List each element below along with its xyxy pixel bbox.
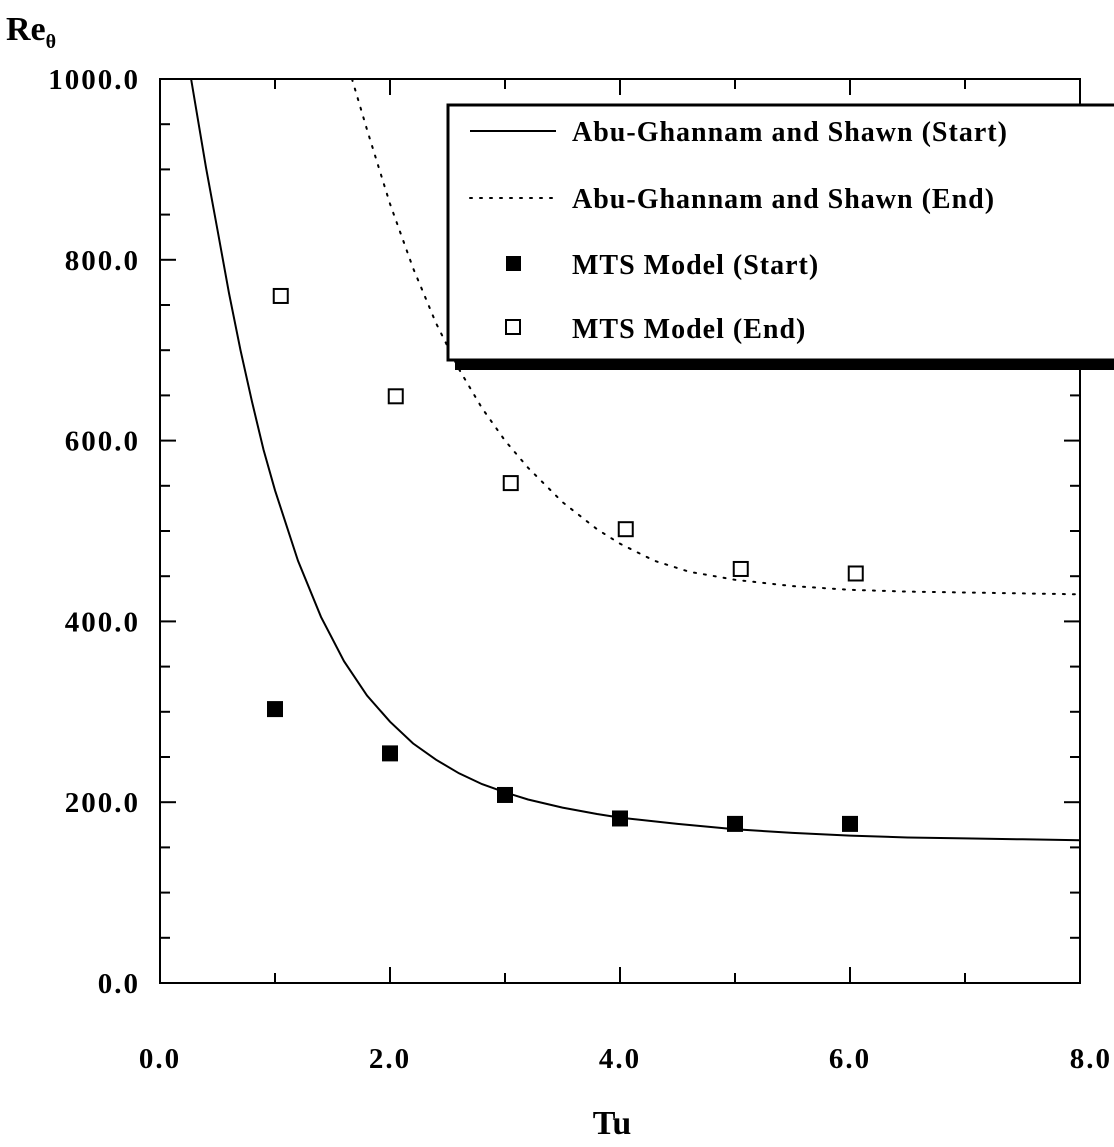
y-tick-label: 400.0 <box>65 606 140 638</box>
mts-start-point <box>727 815 743 832</box>
legend: Abu-Ghannam and Shawn (Start) Abu-Ghanna… <box>446 103 1114 370</box>
legend-label-start-line: Abu-Ghannam and Shawn (Start) <box>572 117 1008 148</box>
y-tick-label: 0.0 <box>98 968 140 1000</box>
mts-end-point <box>732 560 749 577</box>
mts-start-point <box>497 786 513 803</box>
y-axis-title-sub: θ <box>46 31 56 53</box>
x-tick-label: 4.0 <box>599 1043 641 1075</box>
x-axis-title: Tu <box>593 1105 631 1142</box>
mts-end-point <box>387 388 404 405</box>
mts-end-point <box>272 287 289 304</box>
mts-start-point <box>612 810 628 827</box>
legend-box <box>446 103 1114 362</box>
legend-swatch-open-square <box>505 319 521 335</box>
y-axis-title-main: Re <box>6 11 46 48</box>
mts-end-point <box>617 521 634 538</box>
mts-start-point <box>842 815 858 832</box>
x-tick-label: 0.0 <box>139 1043 181 1075</box>
x-tick-label: 2.0 <box>369 1043 411 1075</box>
plot-area <box>190 78 1081 842</box>
tick-labels: 0.0 200.0 400.0 600.0 800.0 1000.0 0.0 2.0 4.0 6.… <box>48 64 1112 1075</box>
mts-end-point <box>847 565 864 582</box>
y-tick-label: 1000.0 <box>48 64 140 96</box>
legend-swatch-filled-square <box>506 256 521 271</box>
mts-end-point <box>502 475 519 492</box>
legend-label-start-model: MTS Model (Start) <box>572 250 819 281</box>
series-line-start <box>190 78 1081 842</box>
mts-start-point <box>267 701 283 718</box>
y-axis-title: Reθ <box>6 11 56 53</box>
legend-label-end-line: Abu-Ghannam and Shawn (End) <box>572 184 995 215</box>
x-tick-label: 8.0 <box>1070 1043 1112 1075</box>
y-tick-label: 600.0 <box>65 426 140 458</box>
x-tick-label: 6.0 <box>829 1043 871 1075</box>
markers <box>267 287 864 832</box>
y-tick-label: 200.0 <box>65 787 140 819</box>
y-tick-label: 800.0 <box>65 245 140 277</box>
legend-label-end-model: MTS Model (End) <box>572 314 806 345</box>
mts-start-point <box>382 745 398 762</box>
